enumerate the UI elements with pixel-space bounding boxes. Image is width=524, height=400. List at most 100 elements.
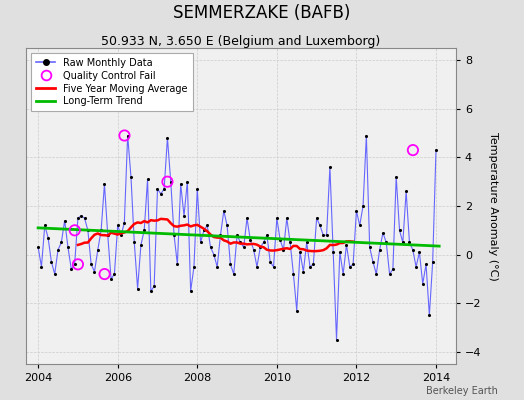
Point	[230, 271, 238, 277]
Point	[282, 215, 291, 221]
Point	[336, 249, 344, 255]
Point	[302, 239, 311, 246]
Point	[177, 181, 185, 187]
Point	[203, 222, 211, 229]
Point	[263, 232, 271, 238]
Point	[382, 239, 390, 246]
Point	[163, 135, 172, 141]
Title: 50.933 N, 3.650 E (Belgium and Luxemborg): 50.933 N, 3.650 E (Belgium and Luxemborg…	[102, 35, 380, 48]
Point	[167, 178, 175, 185]
Point	[223, 222, 231, 229]
Point	[253, 264, 261, 270]
Point	[80, 215, 89, 221]
Point	[289, 271, 298, 277]
Point	[37, 264, 46, 270]
Point	[326, 164, 334, 170]
Point	[422, 261, 430, 268]
Point	[54, 246, 62, 253]
Point	[127, 174, 135, 180]
Point	[130, 239, 138, 246]
Point	[104, 232, 112, 238]
Point	[206, 244, 215, 250]
Point	[90, 268, 99, 275]
Point	[44, 234, 52, 241]
Point	[50, 271, 59, 277]
Point	[272, 215, 281, 221]
Point	[419, 280, 427, 287]
Point	[40, 222, 49, 229]
Point	[292, 307, 301, 314]
Point	[134, 286, 142, 292]
Legend: Raw Monthly Data, Quality Control Fail, Five Year Moving Average, Long-Term Tren: Raw Monthly Data, Quality Control Fail, …	[31, 53, 192, 111]
Point	[163, 178, 172, 185]
Point	[213, 264, 221, 270]
Point	[309, 261, 318, 268]
Point	[346, 264, 354, 270]
Point	[100, 181, 108, 187]
Point	[299, 268, 308, 275]
Point	[259, 239, 268, 246]
Point	[385, 271, 394, 277]
Point	[379, 230, 387, 236]
Point	[246, 237, 255, 243]
Point	[64, 244, 72, 250]
Point	[47, 259, 56, 265]
Point	[349, 261, 357, 268]
Point	[362, 132, 370, 139]
Point	[415, 249, 423, 255]
Point	[154, 186, 162, 192]
Point	[74, 215, 82, 221]
Point	[200, 227, 208, 234]
Point	[193, 186, 201, 192]
Point	[60, 217, 69, 224]
Point	[183, 178, 191, 185]
Point	[216, 232, 225, 238]
Point	[429, 259, 437, 265]
Text: Berkeley Earth: Berkeley Earth	[426, 386, 498, 396]
Point	[369, 259, 377, 265]
Point	[137, 242, 145, 248]
Point	[342, 242, 351, 248]
Point	[57, 239, 66, 246]
Point	[84, 227, 92, 234]
Point	[372, 271, 380, 277]
Point	[276, 237, 285, 243]
Point	[352, 208, 361, 214]
Point	[405, 239, 413, 246]
Point	[316, 222, 324, 229]
Point	[402, 188, 410, 195]
Point	[67, 266, 75, 272]
Point	[359, 203, 367, 209]
Point	[266, 259, 275, 265]
Point	[306, 264, 314, 270]
Point	[296, 249, 304, 255]
Point	[170, 232, 178, 238]
Point	[144, 176, 152, 182]
Point	[332, 336, 341, 343]
Point	[356, 222, 364, 229]
Point	[339, 271, 347, 277]
Point	[180, 212, 188, 219]
Point	[399, 239, 407, 246]
Point	[269, 264, 278, 270]
Point	[140, 227, 148, 234]
Point	[279, 246, 288, 253]
Point	[389, 266, 397, 272]
Point	[97, 227, 105, 234]
Point	[87, 261, 95, 268]
Point	[233, 232, 241, 238]
Point	[150, 283, 158, 290]
Point	[74, 261, 82, 268]
Point	[409, 147, 417, 153]
Point	[412, 264, 420, 270]
Point	[236, 239, 245, 246]
Point	[107, 276, 115, 282]
Point	[249, 246, 258, 253]
Point	[77, 212, 85, 219]
Point	[120, 220, 128, 226]
Point	[425, 312, 433, 318]
Point	[220, 208, 228, 214]
Point	[147, 288, 155, 294]
Point	[210, 252, 218, 258]
Point	[286, 239, 294, 246]
